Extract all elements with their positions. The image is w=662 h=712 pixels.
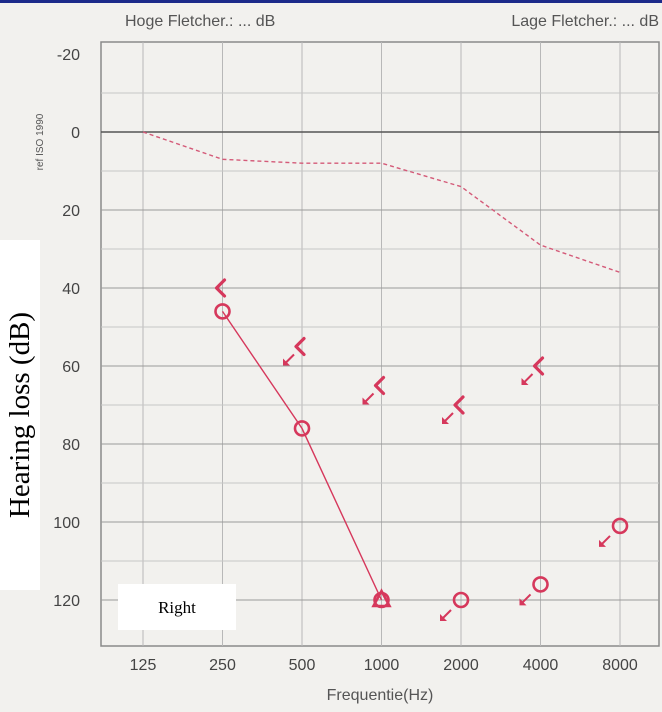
y-axis-label-box bbox=[0, 240, 40, 590]
ref-iso-label: ref ISO 1990 bbox=[35, 113, 46, 170]
series-2-point-1-arrow-head bbox=[519, 598, 527, 606]
x-tick-label-8000: 8000 bbox=[602, 657, 638, 674]
series-3-point-2 bbox=[373, 375, 386, 396]
x-tick-label-500: 500 bbox=[289, 657, 316, 674]
series-1-point-0 bbox=[371, 588, 392, 608]
right-label-box bbox=[118, 584, 236, 630]
series-2-point-2-arrow-head bbox=[599, 539, 606, 547]
series-0-point-1 bbox=[293, 420, 311, 437]
y-tick-label--20: -20 bbox=[57, 47, 80, 64]
y-tick-label-40: 40 bbox=[62, 281, 80, 298]
series-3-point-4 bbox=[532, 356, 545, 376]
series-2-point-1-arrow bbox=[519, 593, 532, 606]
series-3-point-0 bbox=[214, 278, 227, 298]
series-3-point-2-arrow bbox=[362, 392, 375, 405]
series-0-point-0 bbox=[214, 303, 231, 320]
series-3-point-3-arrow-head bbox=[442, 417, 449, 424]
x-tick-label-250: 250 bbox=[209, 657, 236, 674]
series-3-point-4-arrow-head bbox=[521, 378, 529, 385]
y-tick-label-60: 60 bbox=[62, 359, 80, 376]
reference-curve bbox=[142, 131, 621, 274]
y-tick-label-0: 0 bbox=[71, 125, 80, 142]
series-2-point-0 bbox=[452, 591, 470, 609]
x-tick-label-2000: 2000 bbox=[443, 657, 479, 674]
y-tick-label-120: 120 bbox=[53, 593, 80, 610]
marks-layer bbox=[214, 278, 629, 621]
series-2-point-0-arrow-head bbox=[440, 614, 447, 621]
y-tick-label-100: 100 bbox=[53, 515, 80, 532]
x-tick-label-1000: 1000 bbox=[364, 657, 400, 674]
right-ear-label: Right bbox=[158, 598, 196, 617]
series-3-point-4-arrow bbox=[521, 373, 534, 385]
tick-labels: -20 0 20 40 60 80 100 120 125 250 500 1000 2000 4000 8… bbox=[53, 47, 638, 674]
series-0-line bbox=[221, 311, 383, 601]
y-tick-label-80: 80 bbox=[62, 437, 80, 454]
x-axis-label: Frequentie(Hz) bbox=[327, 687, 434, 704]
series-2-point-1 bbox=[532, 576, 549, 593]
series-3-point-3-arrow bbox=[442, 412, 454, 424]
series-3-point-1 bbox=[294, 336, 306, 357]
x-tick-label-125: 125 bbox=[130, 657, 157, 674]
series-3-point-1-arrow bbox=[283, 353, 295, 366]
x-tick-label-4000: 4000 bbox=[523, 657, 559, 674]
y-tick-label-20: 20 bbox=[62, 203, 80, 220]
grid bbox=[101, 42, 659, 646]
series-2-point-2-arrow bbox=[599, 535, 611, 547]
series-2-point-0-arrow bbox=[440, 609, 452, 621]
header-right: Lage Fletcher.: ... dB bbox=[511, 13, 659, 30]
header-left: Hoge Fletcher.: ... dB bbox=[125, 13, 275, 30]
plot-border bbox=[100, 41, 660, 647]
window-frame-top bbox=[0, 0, 662, 3]
series-2-point-2 bbox=[611, 517, 629, 535]
y-axis-label: Hearing loss (dB) bbox=[4, 312, 36, 518]
series-3-point-2-arrow-head bbox=[362, 397, 370, 405]
series-3-point-1-arrow-head bbox=[283, 358, 290, 366]
reference-curve-layer bbox=[142, 131, 621, 274]
series-3-point-3 bbox=[453, 395, 465, 415]
